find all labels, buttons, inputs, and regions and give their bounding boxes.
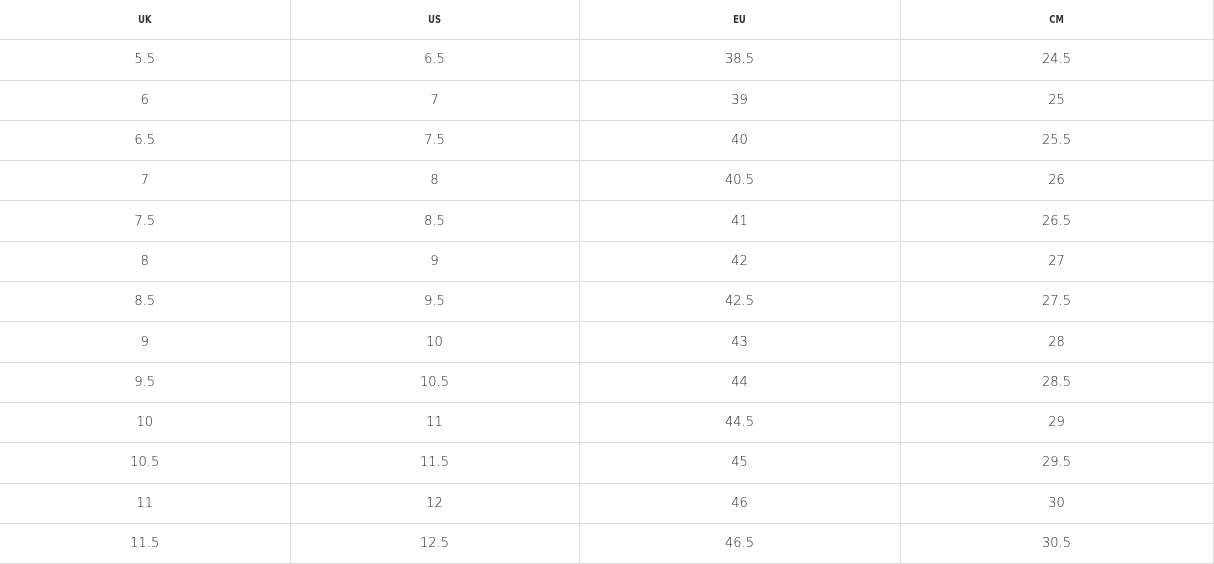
cell-cm: 26.5: [900, 200, 1214, 242]
cell-eu: 42.5: [579, 281, 901, 323]
cell-us: 6.5: [290, 39, 580, 81]
table-row: 7 8 40.5 26: [0, 160, 1214, 202]
cell-eu: 45: [579, 442, 901, 484]
table-row: 11 12 46 30: [0, 483, 1214, 524]
header-row: UK US EU CM: [0, 0, 1214, 41]
column-header-label: UK: [138, 13, 152, 27]
cell-cm: 28: [900, 321, 1214, 363]
cell-us: 9: [290, 241, 580, 283]
cell-uk: 10.5: [0, 442, 291, 484]
cell-uk: 7.5: [0, 200, 291, 242]
cell-uk: 9: [0, 321, 291, 363]
cell-us: 10.5: [290, 362, 580, 403]
cell-cm: 27: [900, 241, 1214, 283]
column-header-label: CM: [1049, 13, 1064, 27]
column-header-us: US: [290, 0, 580, 41]
cell-cm: 26: [900, 160, 1214, 202]
cell-us: 12.5: [290, 523, 580, 564]
cell-cm: 25.5: [900, 120, 1214, 162]
cell-us: 7: [290, 80, 580, 121]
cell-eu: 39: [579, 80, 901, 121]
cell-cm: 30.5: [900, 523, 1214, 564]
cell-eu: 44.5: [579, 402, 901, 444]
column-header-cm: CM: [900, 0, 1214, 41]
cell-eu: 46.5: [579, 523, 901, 564]
table-row: 6 7 39 25: [0, 80, 1214, 121]
cell-us: 8.5: [290, 200, 580, 242]
cell-us: 9.5: [290, 281, 580, 323]
table-row: 10.5 11.5 45 29.5: [0, 442, 1214, 484]
cell-cm: 29: [900, 402, 1214, 444]
cell-us: 10: [290, 321, 580, 363]
cell-cm: 30: [900, 483, 1214, 524]
cell-eu: 44: [579, 362, 901, 403]
cell-cm: 24.5: [900, 39, 1214, 81]
cell-eu: 46: [579, 483, 901, 524]
cell-uk: 9.5: [0, 362, 291, 403]
table-row: 10 11 44.5 29: [0, 402, 1214, 444]
cell-cm: 28.5: [900, 362, 1214, 403]
cell-uk: 11.5: [0, 523, 291, 564]
cell-uk: 8: [0, 241, 291, 283]
cell-us: 11.5: [290, 442, 580, 484]
table-row: 9 10 43 28: [0, 321, 1214, 363]
cell-eu: 38.5: [579, 39, 901, 81]
cell-cm: 27.5: [900, 281, 1214, 323]
cell-eu: 40.5: [579, 160, 901, 202]
cell-us: 12: [290, 483, 580, 524]
cell-us: 11: [290, 402, 580, 444]
table-row: 11.5 12.5 46.5 30.5: [0, 523, 1214, 564]
column-header-uk: UK: [0, 0, 291, 41]
column-header-label: US: [428, 13, 441, 27]
table-row: 8.5 9.5 42.5 27.5: [0, 281, 1214, 323]
cell-uk: 7: [0, 160, 291, 202]
table-row: 9.5 10.5 44 28.5: [0, 362, 1214, 403]
cell-eu: 40: [579, 120, 901, 162]
cell-eu: 43: [579, 321, 901, 363]
cell-uk: 5.5: [0, 39, 291, 81]
cell-uk: 8.5: [0, 281, 291, 323]
table-row: 7.5 8.5 41 26.5: [0, 200, 1214, 242]
cell-uk: 11: [0, 483, 291, 524]
cell-uk: 6.5: [0, 120, 291, 162]
cell-cm: 25: [900, 80, 1214, 121]
cell-uk: 6: [0, 80, 291, 121]
table-row: 5.5 6.5 38.5 24.5: [0, 39, 1214, 81]
cell-eu: 42: [579, 241, 901, 283]
column-header-eu: EU: [579, 0, 901, 41]
cell-cm: 29.5: [900, 442, 1214, 484]
cell-eu: 41: [579, 200, 901, 242]
table-row: 6.5 7.5 40 25.5: [0, 120, 1214, 162]
table-row: 8 9 42 27: [0, 241, 1214, 283]
cell-uk: 10: [0, 402, 291, 444]
cell-us: 7.5: [290, 120, 580, 162]
cell-us: 8: [290, 160, 580, 202]
column-header-label: EU: [733, 13, 746, 27]
